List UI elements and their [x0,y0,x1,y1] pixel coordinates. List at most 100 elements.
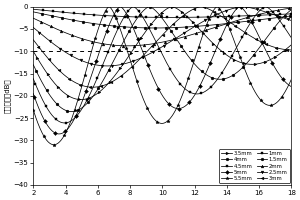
2.5mm [284,18,288,20]
4.5mm [156,45,160,47]
3.5mm [154,17,158,19]
1.5mm [154,27,157,29]
3.5mm [156,15,160,18]
5.0mm [57,133,61,135]
2.5mm [156,48,160,50]
4.5mm [264,5,267,8]
1.0mm [156,16,159,19]
2.0mm [156,42,160,44]
3.0mm [156,39,160,41]
5.5mm [52,144,56,146]
Line: 5.0mm: 5.0mm [32,5,293,135]
3.0mm [290,49,293,51]
3.5mm [186,16,190,19]
1.5mm [154,27,158,29]
1.5mm [156,27,160,29]
Line: 4.0mm: 4.0mm [32,5,293,113]
3.5mm [32,50,35,53]
3.5mm [284,48,288,50]
5.5mm [32,109,35,111]
4.0mm [290,9,293,11]
4.0mm [157,12,160,15]
5.0mm [172,106,175,109]
4.5mm [186,89,189,92]
5.5mm [154,120,158,122]
4.5mm [172,73,175,76]
5.0mm [156,86,160,89]
3.5mm [172,6,176,8]
Line: 1.5mm: 1.5mm [32,10,293,29]
1.5mm [244,20,247,23]
4.5mm [32,78,35,80]
5.5mm [290,78,293,81]
3.0mm [199,5,202,8]
4.5mm [154,41,158,44]
4.0mm [148,5,152,8]
1.0mm [32,8,35,10]
3.5mm [244,63,247,65]
1.0mm [284,13,287,15]
2.5mm [241,5,244,8]
2.5mm [244,6,247,8]
Line: 2.0mm: 2.0mm [32,7,293,47]
3.0mm [284,48,288,51]
5.5mm [172,113,175,115]
4.0mm [284,13,288,15]
2.0mm [32,17,35,19]
3.0mm [172,23,175,25]
Line: 5.5mm: 5.5mm [32,5,293,146]
1.5mm [290,15,293,17]
Y-axis label: 反射損耗（dB）: 反射損耗（dB） [4,79,11,113]
2.0mm [244,17,247,19]
1.0mm [244,15,247,17]
2.0mm [172,38,175,41]
4.0mm [244,63,247,65]
5.5mm [244,71,247,73]
4.5mm [290,37,293,39]
5.0mm [32,92,35,95]
1.0mm [186,16,189,19]
2.5mm [172,39,175,41]
2.0mm [284,8,287,10]
Line: 4.5mm: 4.5mm [32,5,293,124]
2.5mm [186,30,189,32]
1.5mm [284,15,287,18]
5.0mm [238,5,242,8]
5.5mm [284,89,288,91]
1.0mm [169,16,172,19]
5.5mm [216,6,219,8]
2.0mm [154,42,158,44]
4.0mm [186,55,190,57]
3.0mm [244,32,247,34]
3.0mm [91,86,94,88]
Line: 3.5mm: 3.5mm [32,5,293,101]
4.5mm [63,122,67,124]
4.0mm [172,34,176,36]
1.0mm [154,16,158,19]
5.0mm [154,83,158,86]
5.5mm [156,121,160,123]
1.0mm [172,16,175,19]
4.5mm [244,30,247,33]
2.5mm [154,49,158,51]
3.5mm [170,5,174,8]
2.5mm [32,26,35,29]
5.0mm [290,85,293,88]
1.0mm [290,13,293,15]
2.5mm [290,19,293,22]
4.5mm [284,29,288,31]
3.0mm [186,11,189,14]
3.0mm [154,40,158,43]
5.0mm [244,11,247,14]
5.0mm [186,103,189,105]
4.0mm [32,64,35,66]
3.5mm [79,98,83,101]
4.0mm [70,110,74,113]
2.0mm [126,45,129,47]
2.5mm [105,65,109,67]
2.0mm [290,7,293,9]
1.5mm [32,11,35,13]
1.5mm [172,26,175,29]
5.5mm [186,80,189,82]
3.0mm [32,39,35,41]
